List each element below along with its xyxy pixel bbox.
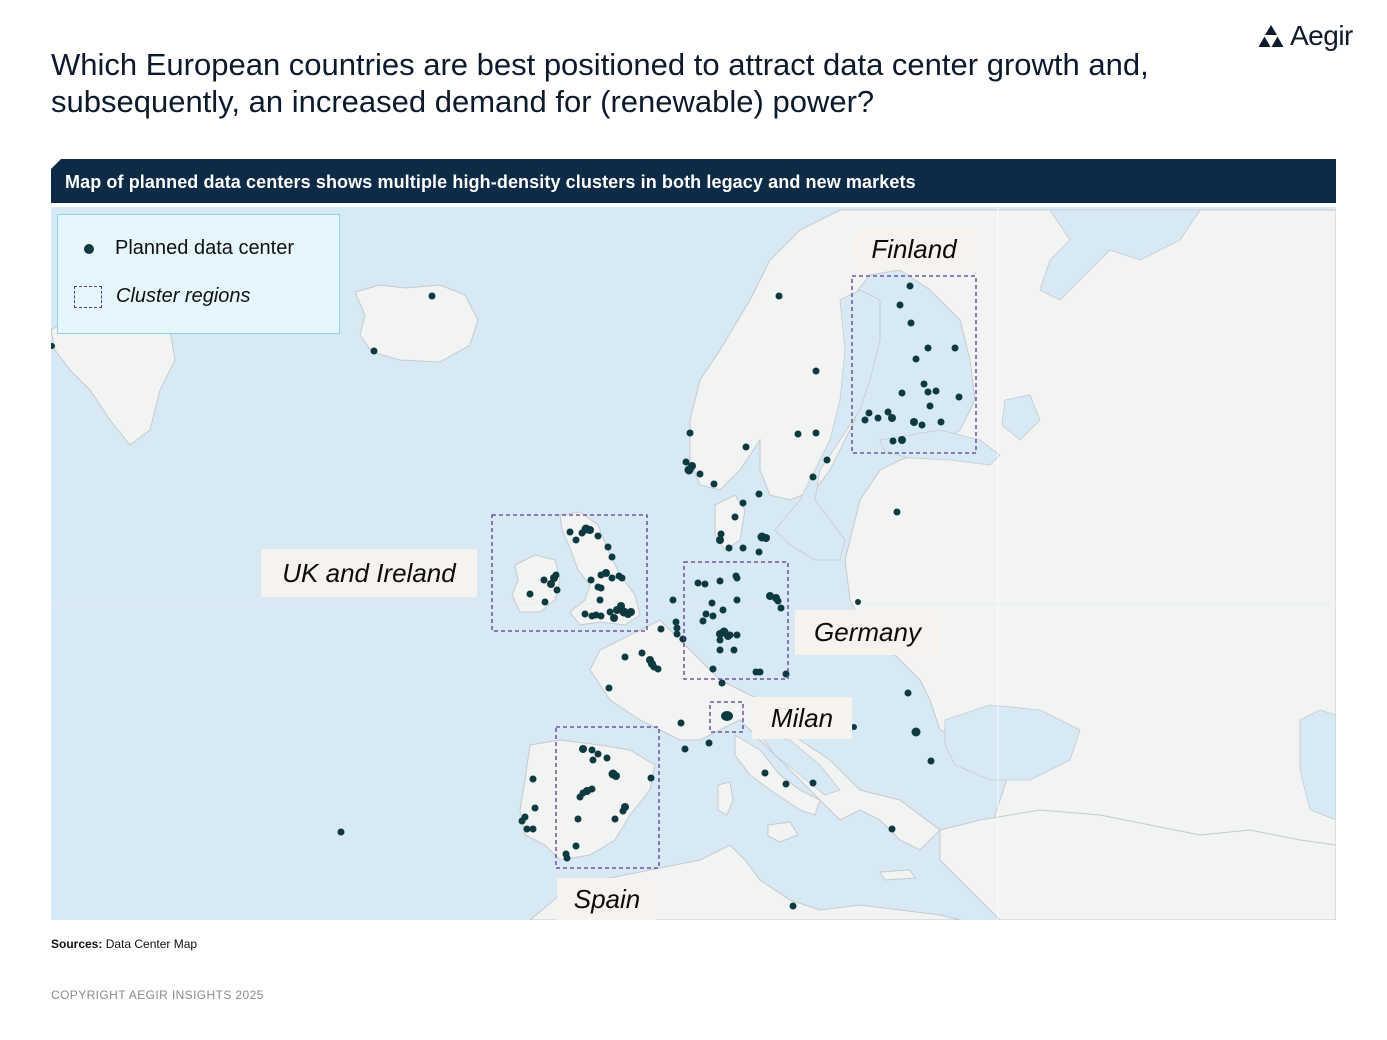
cluster-label-finland: Finland bbox=[853, 228, 975, 270]
legend-item-planned-data-center: Planned data center bbox=[58, 237, 294, 260]
triangle-cluster-icon bbox=[1258, 25, 1284, 47]
cluster-label-text: Milan bbox=[770, 702, 834, 733]
legend-label: Planned data center bbox=[115, 237, 295, 259]
cluster-label-text: Spain bbox=[573, 883, 641, 914]
brand-logo: Aegir bbox=[1258, 20, 1353, 52]
cluster-box-uk-ireland bbox=[491, 514, 648, 632]
cluster-box-spain bbox=[555, 726, 660, 869]
cluster-box-milan bbox=[709, 701, 744, 733]
map-banner: Map of planned data centers shows multip… bbox=[51, 159, 1336, 203]
cluster-box-germany bbox=[683, 561, 789, 680]
dot-icon bbox=[84, 243, 94, 254]
cluster-label-germany: Germany bbox=[795, 610, 940, 655]
sources-note: Sources: Data Center Map bbox=[51, 937, 197, 951]
copyright: COPYRIGHT AEGIR INSIGHTS 2025 bbox=[51, 988, 264, 1002]
cluster-label-spain: Spain bbox=[557, 878, 657, 920]
sources-value: Data Center Map bbox=[105, 937, 198, 951]
cluster-label-milan: Milan bbox=[752, 697, 852, 739]
brand-name: Aegir bbox=[1290, 20, 1353, 51]
cluster-label-text: UK and Ireland bbox=[282, 557, 456, 588]
banner-text: Map of planned data centers shows multip… bbox=[65, 172, 916, 192]
sources-label: Sources: bbox=[51, 937, 103, 951]
cluster-box-finland bbox=[851, 275, 977, 454]
page-title: Which European countries are best positi… bbox=[51, 47, 1149, 119]
map-legend: Planned data center Cluster regions bbox=[57, 214, 340, 334]
map-canvas bbox=[51, 207, 1336, 920]
legend-label: Cluster regions bbox=[116, 285, 251, 307]
cluster-label-text: Germany bbox=[814, 617, 921, 647]
legend-item-cluster-regions: Cluster regions bbox=[58, 285, 251, 308]
cluster-label-uk-ireland: UK and Ireland bbox=[261, 549, 477, 597]
dashed-box-icon bbox=[74, 285, 102, 308]
cluster-label-text: Finland bbox=[871, 233, 957, 264]
